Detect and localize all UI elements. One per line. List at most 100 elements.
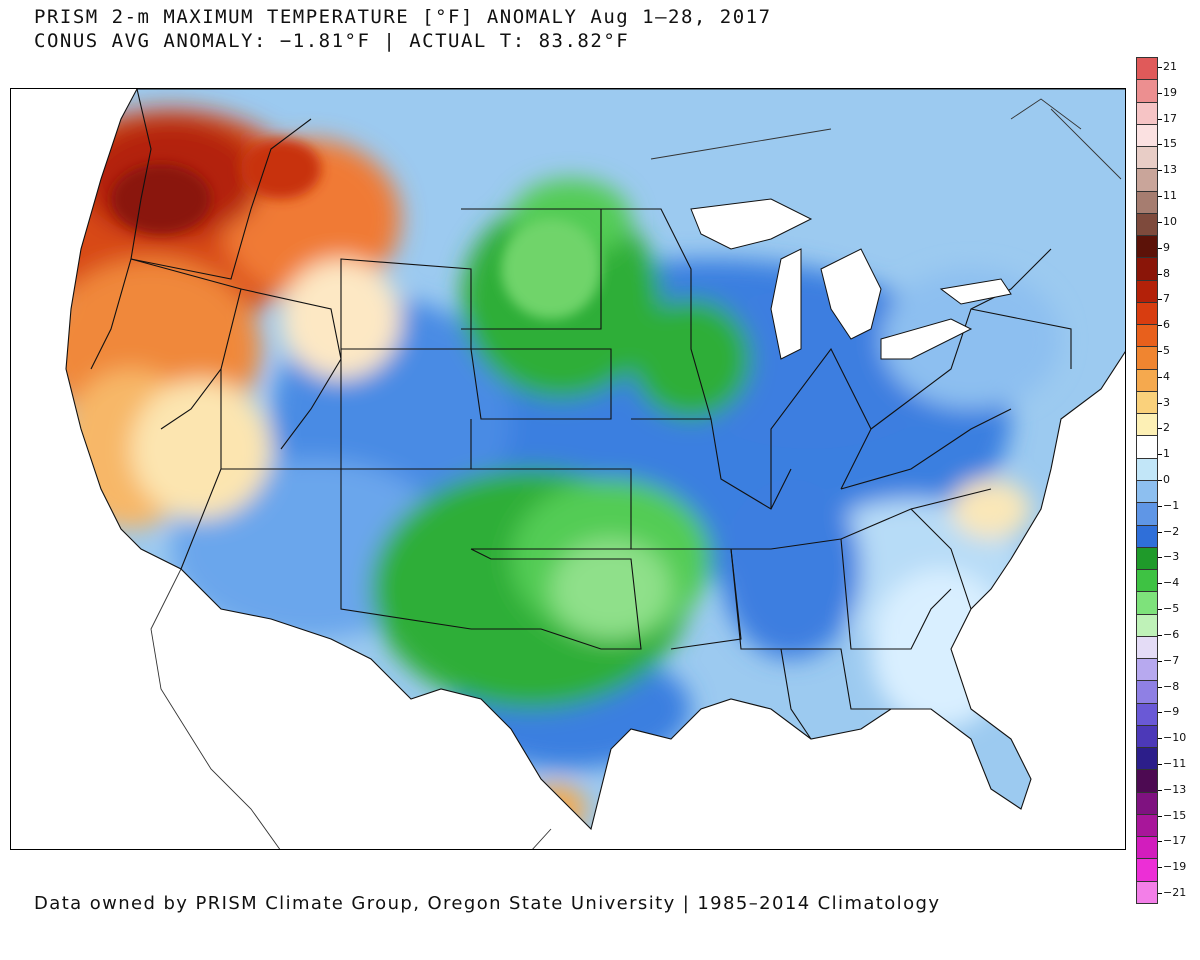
color-scale-swatch (1136, 212, 1158, 237)
color-scale-label: 1 (1163, 447, 1170, 461)
color-scale-label: −15 (1163, 808, 1187, 822)
color-scale-tick (1158, 144, 1162, 146)
color-scale-tick (1158, 480, 1162, 481)
color-scale-tick (1158, 789, 1162, 791)
color-scale-swatch (1136, 724, 1158, 749)
color-scale-swatch (1136, 747, 1158, 771)
color-scale-tick (1158, 350, 1162, 352)
color-scale-label: −6 (1163, 627, 1180, 641)
color-scale-tick (1158, 505, 1162, 507)
color-scale-label: −8 (1163, 679, 1180, 693)
color-scale-swatch (1136, 301, 1158, 326)
color-scale-label: 3 (1163, 395, 1170, 409)
color-scale-swatch (1136, 702, 1158, 726)
color-scale-label: −9 (1163, 705, 1180, 719)
map-canvas (65, 89, 1125, 849)
color-scale-tick (1158, 402, 1162, 404)
data-credit: Data owned by PRISM Climate Group, Orego… (34, 893, 941, 914)
color-scale-swatch (1136, 769, 1158, 793)
color-scale-tick (1158, 325, 1162, 327)
color-scale-label: −21 (1163, 886, 1187, 899)
color-scale-swatch (1136, 613, 1158, 637)
color-scale-swatch (1136, 190, 1158, 214)
color-scale-label: 5 (1163, 343, 1170, 357)
color-scale-tick (1158, 221, 1162, 223)
anomaly-map (10, 88, 1126, 850)
color-scale-swatch (1136, 101, 1158, 125)
color-scale-swatch (1136, 546, 1158, 571)
map-title: PRISM 2-m MAXIMUM TEMPERATURE [°F] ANOMA… (34, 6, 772, 28)
color-scale-swatch (1136, 346, 1158, 370)
color-scale-label: 0 (1163, 473, 1170, 486)
color-scale-label: −17 (1163, 834, 1187, 848)
color-scale-label: 4 (1163, 369, 1170, 383)
color-scale-swatch (1136, 480, 1158, 504)
color-scale-label: 11 (1163, 189, 1177, 203)
color-scale-swatch (1136, 680, 1158, 704)
color-scale-swatch (1136, 569, 1158, 593)
color-scale-swatch (1136, 880, 1158, 904)
color-scale-swatch (1136, 457, 1158, 481)
color-scale-swatch (1136, 791, 1158, 815)
color-scale-tick (1158, 557, 1162, 559)
color-scale-label: −5 (1163, 602, 1180, 616)
color-scale-swatch (1136, 279, 1158, 303)
color-scale-tick (1158, 815, 1162, 817)
color-scale-tick (1158, 609, 1162, 611)
color-scale-label: −3 (1163, 550, 1180, 564)
color-scale-label: −10 (1163, 731, 1187, 745)
color-scale-swatch (1136, 435, 1158, 459)
color-scale-swatch (1136, 413, 1158, 437)
color-scale-swatch (1136, 390, 1158, 415)
color-scale-label: 21 (1163, 60, 1177, 73)
color-scale-label: −7 (1163, 653, 1180, 667)
color-scale-label: 10 (1163, 214, 1177, 228)
color-scale-label: 19 (1163, 85, 1177, 99)
color-scale-label: 9 (1163, 240, 1170, 254)
color-scale-tick (1158, 299, 1162, 301)
color-scale-label: 7 (1163, 292, 1170, 306)
border-lines (150, 98, 1122, 849)
color-scale-swatch (1136, 57, 1158, 81)
color-scale-label: −2 (1163, 524, 1180, 538)
color-scale-tick (1158, 67, 1162, 68)
color-scale-tick (1158, 376, 1162, 378)
color-scale-tick (1158, 893, 1162, 894)
color-scale-tick (1158, 454, 1162, 456)
color-scale-swatch (1136, 591, 1158, 615)
color-scale-tick (1158, 247, 1162, 249)
color-scale-label: 17 (1163, 111, 1177, 125)
color-scale-swatch (1136, 524, 1158, 548)
color-scale-tick (1158, 738, 1162, 740)
color-scale-tick (1158, 273, 1162, 275)
color-scale-label: 15 (1163, 137, 1177, 151)
color-scale-tick (1158, 686, 1162, 688)
color-scale-label: −19 (1163, 860, 1187, 874)
color-scale-tick (1158, 170, 1162, 172)
color-scale-swatch (1136, 168, 1158, 192)
state-boundaries (65, 89, 1125, 830)
color-scale-label: −1 (1163, 498, 1180, 512)
color-scale-tick (1158, 841, 1162, 843)
map-subtitle: CONUS AVG ANOMALY: −1.81°F | ACTUAL T: 8… (34, 30, 630, 52)
color-scale-label: −4 (1163, 576, 1180, 590)
color-scale-label: −13 (1163, 782, 1187, 796)
color-scale-tick (1158, 196, 1162, 198)
color-scale-tick (1158, 118, 1162, 120)
color-scale-swatch (1136, 368, 1158, 392)
color-scale-swatch (1136, 257, 1158, 281)
color-scale-tick (1158, 763, 1162, 765)
color-scale-swatch (1136, 658, 1158, 682)
color-scale-swatch (1136, 235, 1158, 259)
color-scale-swatch (1136, 324, 1158, 348)
great-lakes (690, 198, 1012, 360)
color-scale-tick (1158, 660, 1162, 662)
color-scale-label: 13 (1163, 163, 1177, 177)
anomaly-field (66, 89, 1125, 829)
color-scale-tick (1158, 428, 1162, 430)
color-scale-label: 8 (1163, 266, 1170, 280)
color-scale-tick (1158, 634, 1162, 636)
color-scale-swatch (1136, 836, 1158, 860)
color-scale-label: −11 (1163, 756, 1187, 770)
color-scale-swatch (1136, 635, 1158, 660)
